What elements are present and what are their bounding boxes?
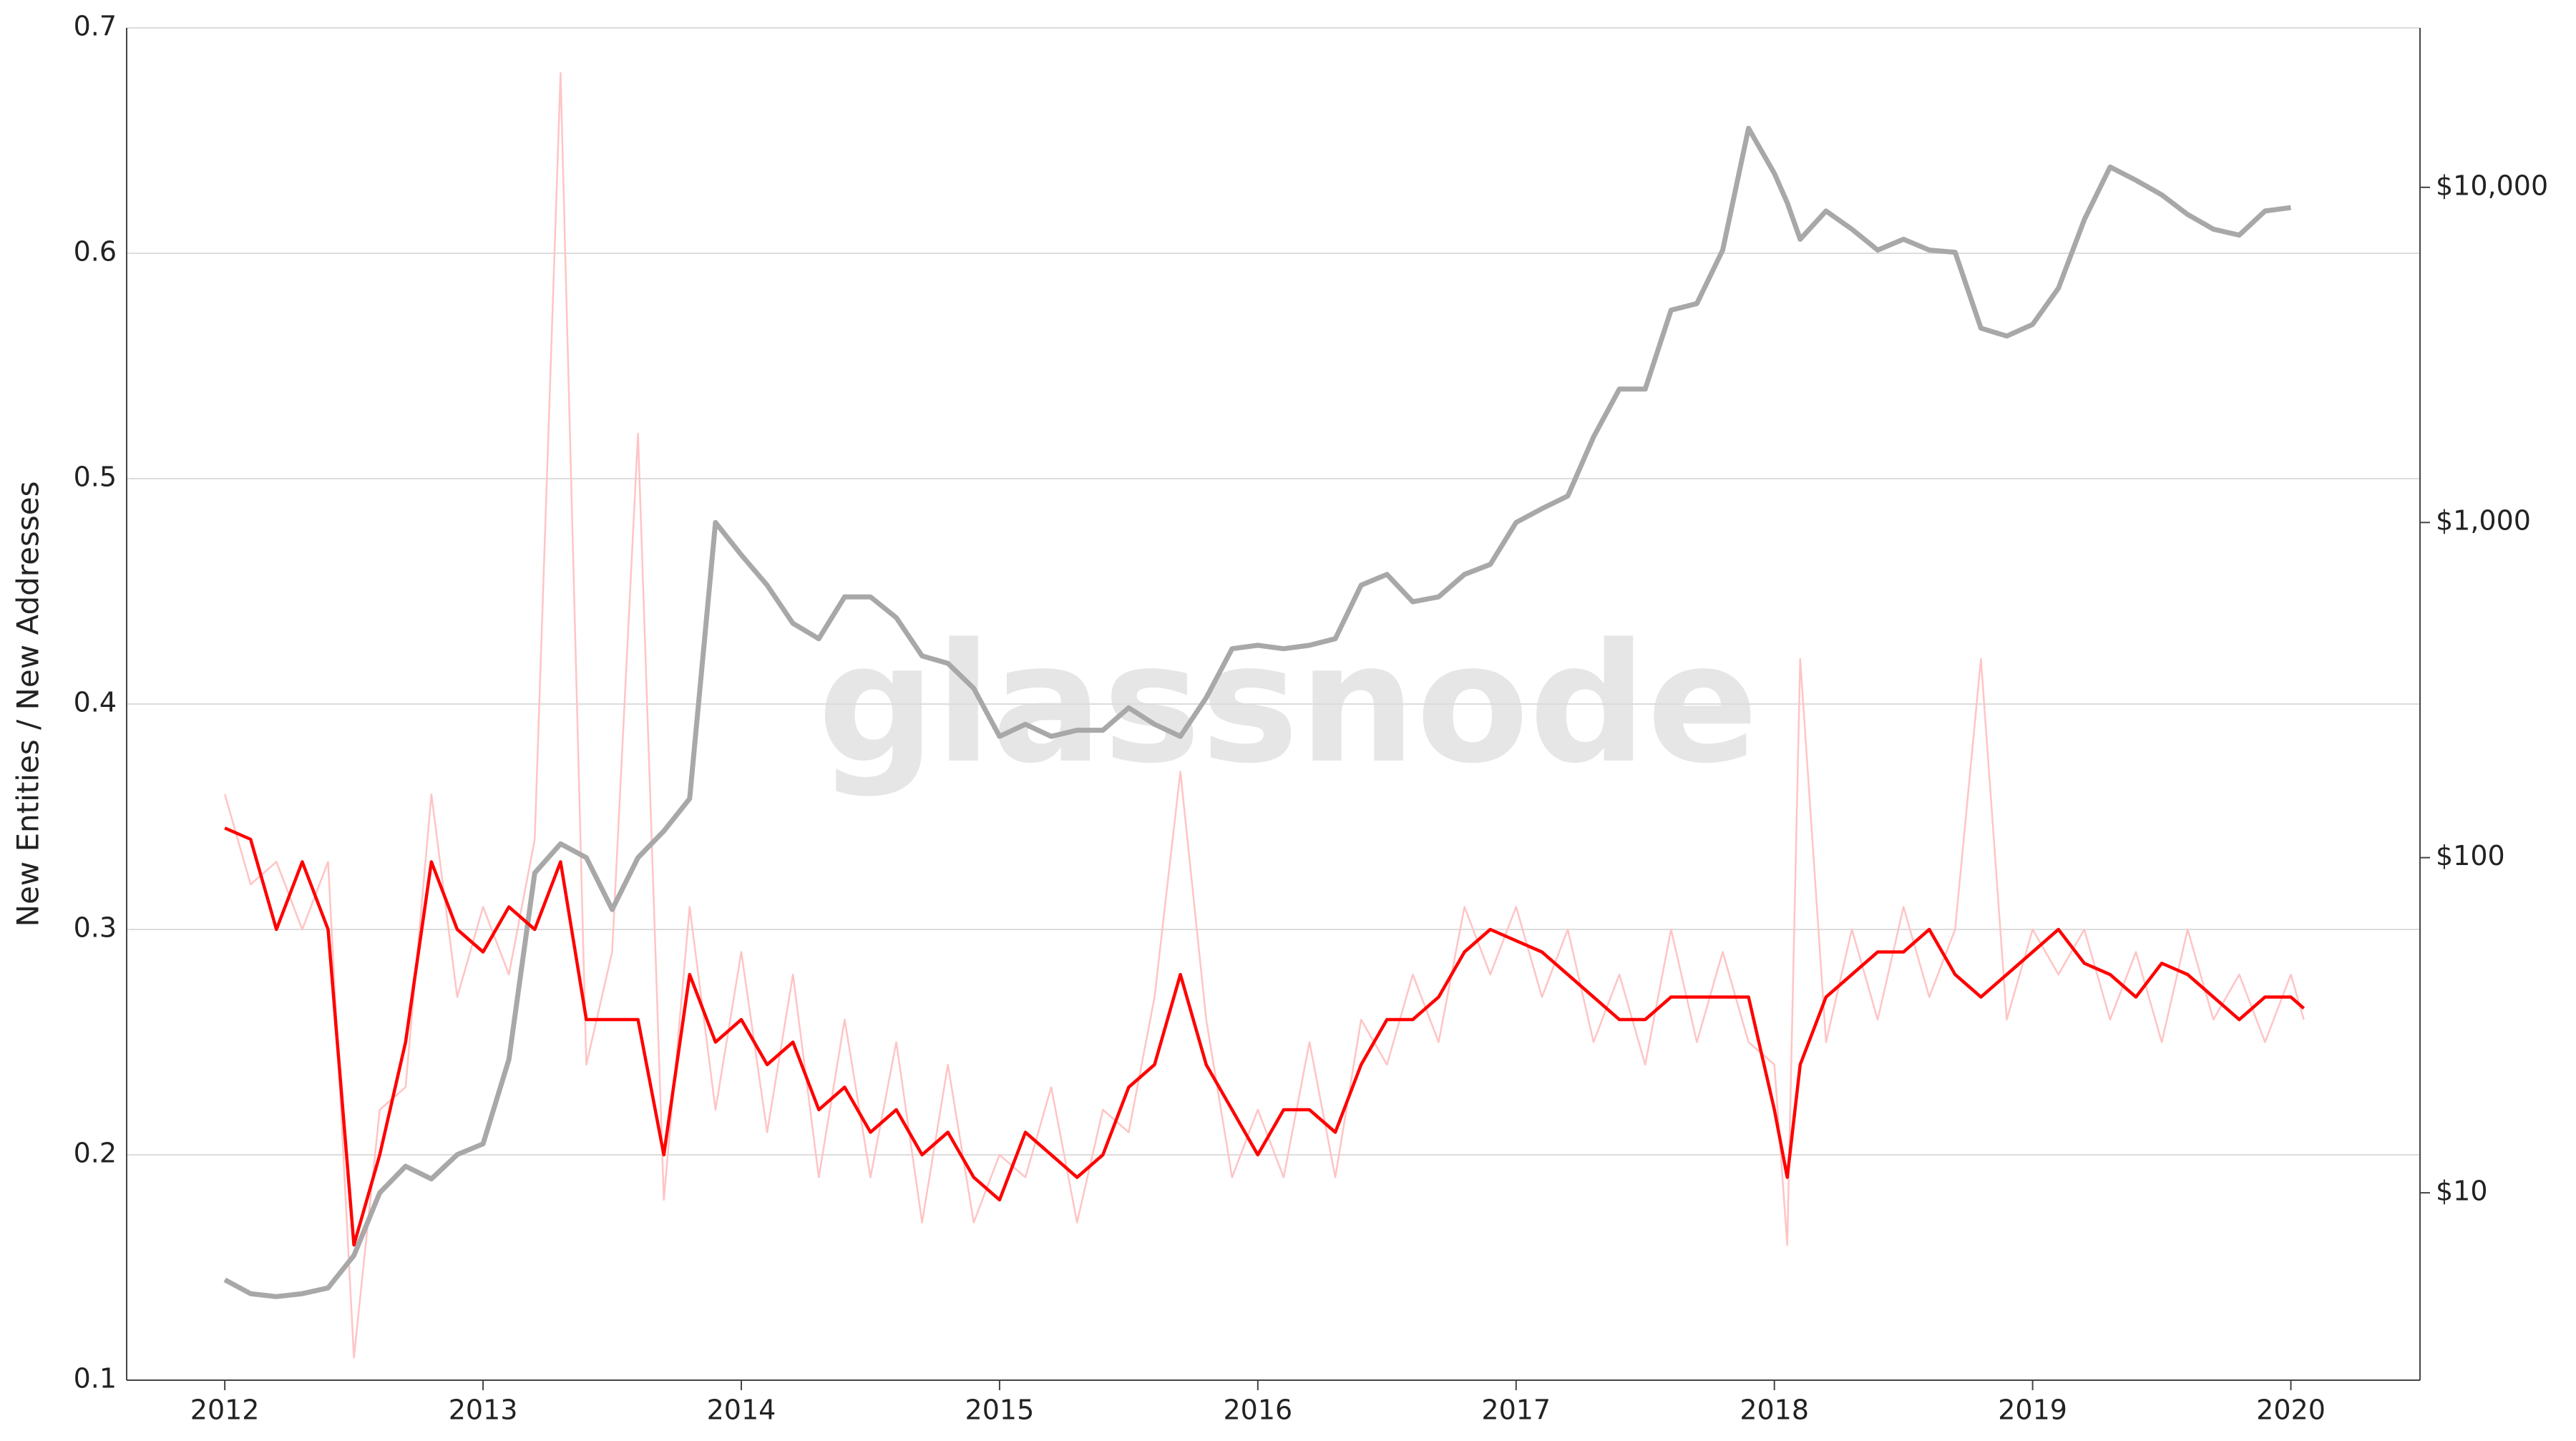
series-line	[223, 125, 2291, 1299]
y-tick-label: 0.2	[74, 1138, 117, 1169]
x-tick-label: 2019	[1998, 1394, 2067, 1426]
y-tick-label: 0.7	[74, 11, 117, 42]
x-tick-label: 2017	[1481, 1394, 1551, 1426]
x-tick-label: 2020	[2256, 1394, 2326, 1426]
x-tick-label: 2018	[1740, 1394, 1809, 1426]
y-axis-label: New Entities / New Addresses	[11, 482, 46, 927]
x-tick-label: 2015	[965, 1394, 1035, 1426]
x-tick-label: 2014	[707, 1394, 776, 1426]
y-tick-label: 0.3	[74, 912, 117, 944]
y2-tick-label: $10,000	[2436, 170, 2548, 201]
y-tick-label: 0.6	[74, 236, 117, 268]
x-tick-label: 2012	[190, 1394, 260, 1426]
x-tick-label: 2016	[1223, 1394, 1292, 1426]
y2-tick-label: $1,000	[2436, 505, 2531, 537]
y-tick-label: 0.4	[74, 687, 117, 718]
x-tick-label: 2013	[449, 1394, 518, 1426]
y-tick-label: 0.5	[74, 461, 117, 493]
y2-tick-label: $100	[2436, 840, 2505, 871]
series-line	[224, 826, 2306, 1247]
y-tick-label: 0.1	[74, 1363, 117, 1394]
series-line	[223, 72, 2305, 1359]
y2-tick-label: $10	[2436, 1176, 2488, 1207]
